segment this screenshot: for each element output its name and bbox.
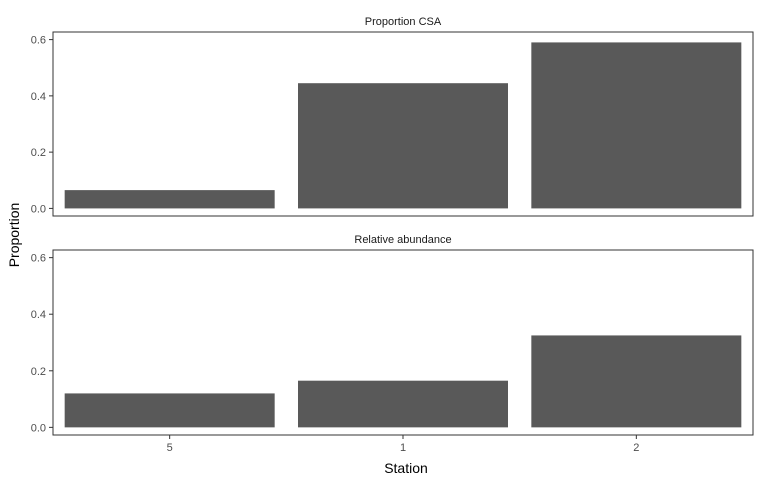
x-axis-title: Station xyxy=(384,460,428,476)
y-tick-label-2-3: 0.6 xyxy=(31,253,46,265)
bar-2-station-5 xyxy=(64,393,275,428)
y-tick-label-1-2: 0.4 xyxy=(31,91,46,103)
y-tick-label-2-0: 0.0 xyxy=(31,422,46,434)
y-tick-label-1-3: 0.6 xyxy=(31,35,46,47)
panel-border-1 xyxy=(52,31,754,217)
y-tick-label-2-2: 0.4 xyxy=(31,309,46,321)
facet-title-1: Proportion CSA xyxy=(365,16,442,28)
bar-2-station-1 xyxy=(298,380,508,428)
x-tick-label-2: 2 xyxy=(633,442,639,454)
facet-title-2: Relative abundance xyxy=(354,234,451,246)
x-tick-label-0: 5 xyxy=(167,442,173,454)
bar-1-station-1 xyxy=(298,83,508,209)
y-tick-label-2-1: 0.2 xyxy=(31,366,46,378)
x-tick-label-1: 1 xyxy=(400,442,406,454)
y-tick-label-1-0: 0.0 xyxy=(31,203,46,215)
y-axis-title: Proportion xyxy=(6,203,22,268)
bar-2-station-2 xyxy=(531,335,742,428)
y-tick-label-1-1: 0.2 xyxy=(31,147,46,159)
bar-1-station-5 xyxy=(64,190,275,209)
bar-1-station-2 xyxy=(531,42,742,209)
